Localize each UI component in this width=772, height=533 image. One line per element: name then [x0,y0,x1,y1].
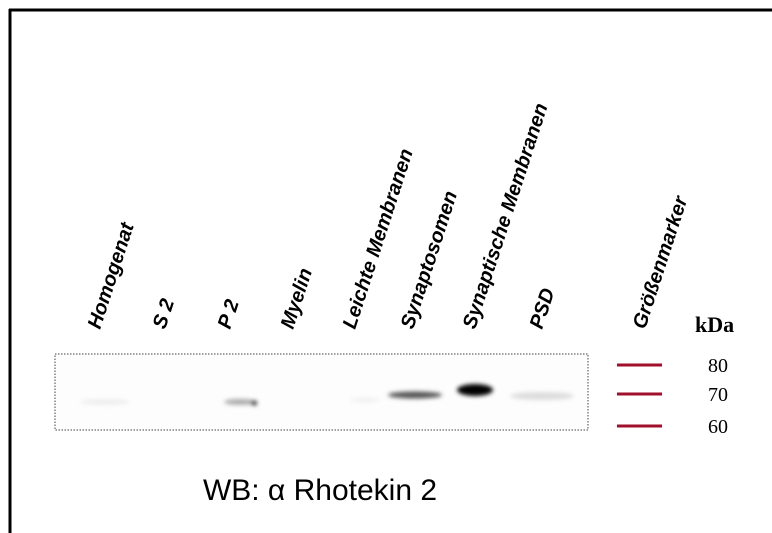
band [388,392,442,399]
lane-label: S 2 [149,296,179,331]
caption: WB: α Rhotekin 2 [203,474,437,507]
band [457,384,493,396]
figure: HomogenatS 2P 2MyelinLeichte MembranenSy… [0,0,772,533]
marker-label: 60 [708,416,728,438]
band [224,399,256,405]
lane-label: P 2 [214,297,244,332]
lane-label: Größenmarker [629,193,693,332]
page: {"lanes": ["Homogenat", "S 2", "P 2", "M… [0,0,772,533]
blot [55,354,588,430]
band [350,398,380,402]
band [80,399,130,405]
band [251,401,257,406]
unit-label: kDa [695,312,734,337]
lane-label: Homogenat [84,219,139,332]
marker-lines [617,365,662,426]
lane-label: PSD [526,286,560,332]
band [510,392,574,400]
lane-label: Synaptosomen [397,188,462,331]
lane-label: Myelin [277,266,317,332]
marker-label: 70 [708,384,728,406]
marker-label: 80 [708,355,728,377]
